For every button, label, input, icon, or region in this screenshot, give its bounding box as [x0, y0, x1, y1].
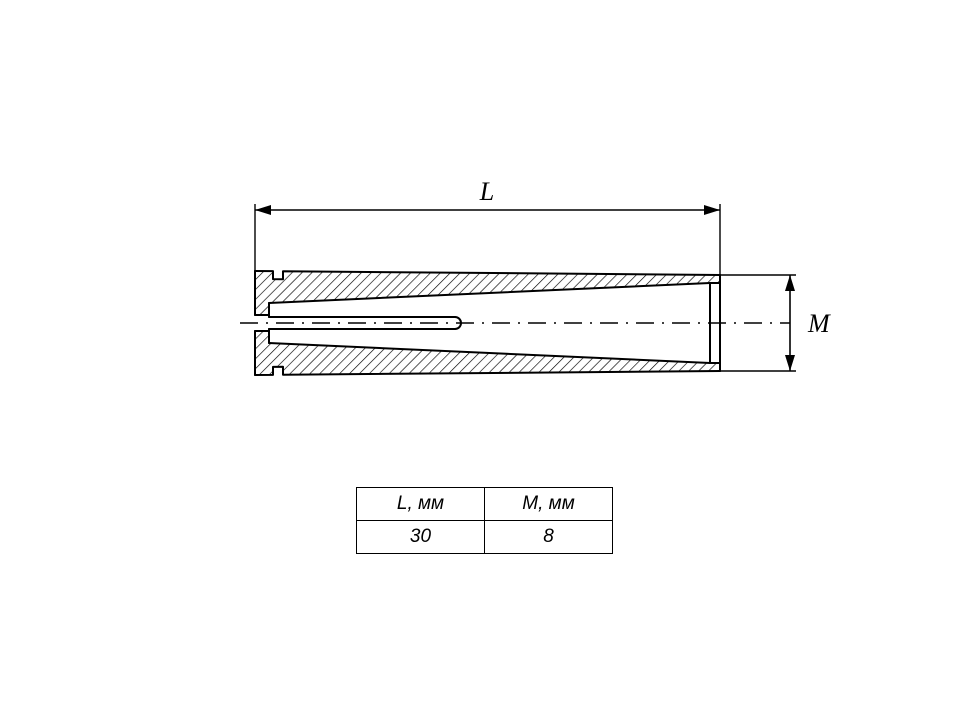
table-cell: 30 [357, 521, 485, 554]
table-header-cell: M, мм [485, 488, 613, 521]
table-header-cell: L, мм [357, 488, 485, 521]
dimension-label-L: L [479, 177, 494, 206]
table-cell: 8 [485, 521, 613, 554]
dimension-table: L, ммM, мм308 [356, 487, 613, 554]
technical-drawing: LM [0, 0, 960, 720]
dimension-label-M: M [807, 309, 831, 338]
